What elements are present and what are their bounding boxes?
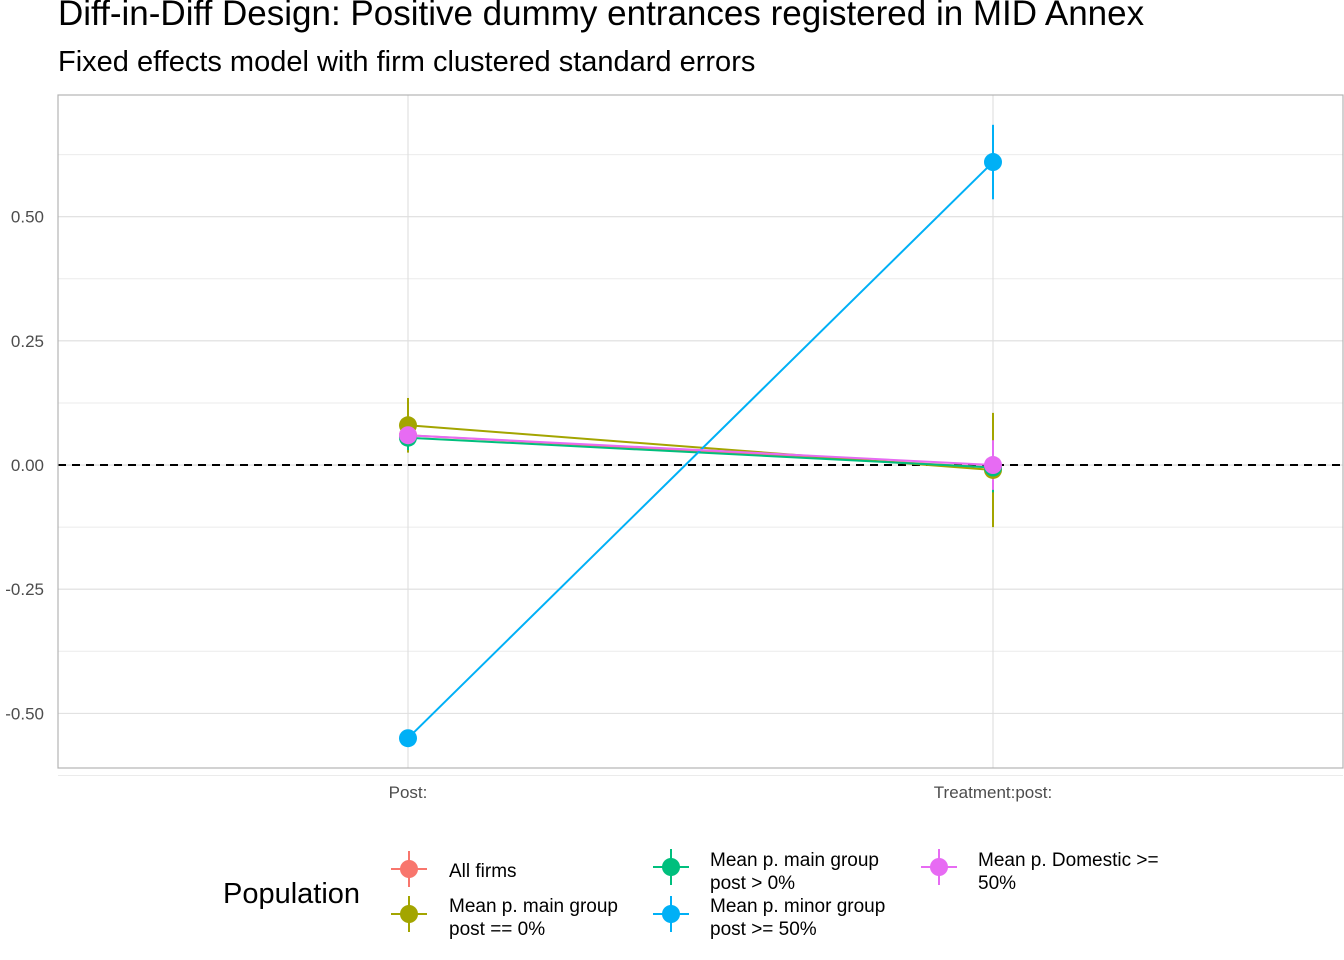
y-tick-label: 0.00	[11, 456, 44, 475]
series-points	[399, 153, 1002, 748]
x-tick-label: Treatment:post:	[934, 783, 1052, 802]
y-tick-label: 0.25	[11, 332, 44, 351]
minor-gridlines	[58, 154, 1343, 776]
legend-label: Mean p. main group	[449, 896, 618, 917]
chart-subtitle: Fixed effects model with firm clustered …	[58, 46, 756, 78]
legend-key-point	[400, 905, 418, 923]
y-axis: -0.50 -0.25 0.00 0.25 0.50	[5, 208, 44, 724]
data-point	[984, 456, 1002, 475]
legend-key	[921, 849, 957, 885]
major-gridlines	[58, 95, 1343, 768]
series-lines	[407, 161, 994, 739]
y-tick-label: -0.25	[5, 580, 44, 599]
legend-label: Mean p. Domestic >=	[978, 850, 1159, 871]
legend-label: 50%	[978, 873, 1016, 894]
legend-key	[653, 896, 689, 932]
panel-border	[57, 94, 1344, 769]
legend-label: Mean p. minor group	[710, 896, 885, 917]
legend-label: Mean p. main group	[710, 850, 879, 871]
data-point	[984, 153, 1002, 172]
legend-label: All firms	[449, 861, 517, 882]
legend-title: Population	[223, 878, 360, 910]
legend-key	[391, 896, 427, 932]
data-point	[399, 426, 417, 445]
series-line	[407, 434, 994, 467]
legend-key-point	[930, 858, 948, 876]
legend-key	[653, 849, 689, 885]
series-line	[407, 436, 994, 469]
legend-key-point	[662, 858, 680, 876]
y-tick-label: 0.50	[11, 208, 44, 227]
data-point	[399, 729, 417, 748]
legend-label: post >= 50%	[710, 919, 817, 940]
legend-label: post > 0%	[710, 873, 795, 894]
chart-title: Diff-in-Diff Design: Positive dummy entr…	[58, 0, 1145, 33]
legend-key	[391, 851, 427, 887]
legend-key-point	[662, 905, 680, 923]
x-axis: Post: Treatment:post:	[389, 783, 1053, 802]
x-tick-label: Post:	[389, 783, 428, 802]
y-tick-label: -0.50	[5, 704, 44, 723]
legend-key-point	[400, 860, 418, 878]
legend-label: post == 0%	[449, 919, 545, 940]
